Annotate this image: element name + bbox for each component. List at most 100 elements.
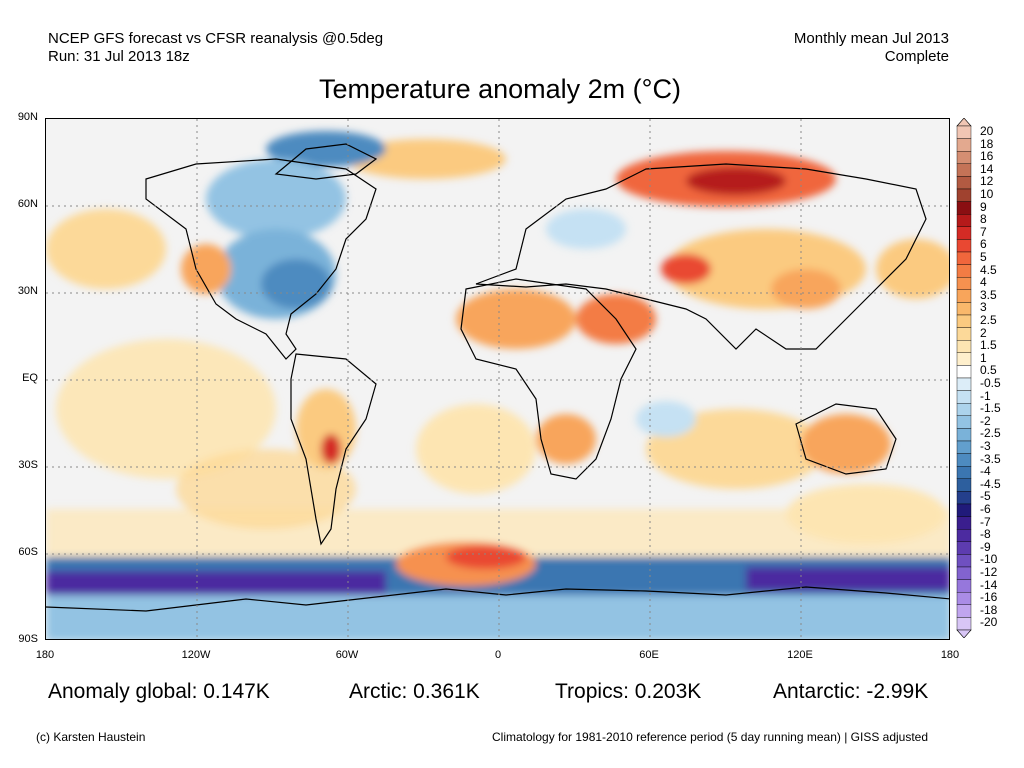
colorbar-label: 8 xyxy=(980,212,987,227)
colorbar-label: -2 xyxy=(980,413,991,428)
lon-label-120e: 120E xyxy=(787,649,813,661)
colorbar-label: -2.5 xyxy=(980,426,1001,441)
header-run-text: Run: 31 Jul 2013 18z xyxy=(48,48,190,65)
colorbar-label: -5 xyxy=(980,489,991,504)
colorbar-swatch xyxy=(956,592,972,606)
colorbar-label: -1.5 xyxy=(980,401,1001,416)
colorbar-swatch xyxy=(956,213,972,227)
colorbar-swatch xyxy=(956,251,972,265)
colorbar-swatch xyxy=(956,339,972,353)
australia-outline xyxy=(795,403,897,475)
colorbar-label: 10 xyxy=(980,187,994,201)
colorbar-label: 12 xyxy=(980,174,994,189)
colorbar-label: -7 xyxy=(980,514,991,529)
africa-outline xyxy=(460,278,637,480)
colorbar-label: 1.5 xyxy=(980,338,997,353)
lat-label-90s: 90S xyxy=(18,633,38,645)
colorbar-label: 1 xyxy=(980,350,987,365)
colorbar-swatch xyxy=(956,390,972,404)
colorbar-swatch xyxy=(956,604,972,618)
lon-label-60e: 60E xyxy=(639,649,659,661)
colorbar-swatch xyxy=(956,264,972,278)
colorbar-swatch xyxy=(956,188,972,202)
colorbar-swatch xyxy=(956,365,972,379)
colorbar-label: -6 xyxy=(980,502,991,516)
colorbar-swatch xyxy=(956,478,972,492)
colorbar-min-arrow xyxy=(956,629,972,638)
colorbar-swatch xyxy=(956,554,972,568)
colorbar xyxy=(956,118,972,638)
colorbar-swatch xyxy=(956,503,972,517)
colorbar-swatch xyxy=(956,138,972,152)
greenland-outline xyxy=(274,143,378,180)
colorbar-label: -0.5 xyxy=(980,376,1001,390)
colorbar-swatch xyxy=(956,516,972,530)
colorbar-swatch xyxy=(956,566,972,580)
colorbar-swatch xyxy=(956,201,972,215)
stat-arctic: Arctic: 0.361K xyxy=(349,680,480,703)
colorbar-label: -14 xyxy=(980,577,998,592)
lat-label-30s: 30S xyxy=(18,459,38,471)
footer-climatology-note: Climatology for 1981-2010 reference peri… xyxy=(492,730,929,744)
colorbar-swatch xyxy=(956,176,972,190)
antarctica-outline xyxy=(46,586,949,612)
colorbar-label: 2 xyxy=(980,325,987,340)
stat-antarctic: Antarctic: -2.99K xyxy=(773,680,929,703)
colorbar-label: 4 xyxy=(980,275,987,290)
anomaly-map-svg xyxy=(46,119,949,639)
colorbar-label: -10 xyxy=(980,552,998,567)
colorbar-swatch xyxy=(956,440,972,454)
colorbar-label: -8 xyxy=(980,527,991,542)
lat-label-60s: 60S xyxy=(18,546,38,558)
colorbar-swatch xyxy=(956,289,972,303)
colorbar-swatch xyxy=(956,314,972,328)
colorbar-max-arrow xyxy=(956,118,972,127)
colorbar-label: 2.5 xyxy=(980,313,997,327)
colorbar-label: -4.5 xyxy=(980,476,1001,491)
lon-label-180w: 180 xyxy=(35,649,55,661)
colorbar-label: 7 xyxy=(980,224,987,239)
lat-label-eq: EQ xyxy=(22,372,38,384)
colorbar-label: 3 xyxy=(980,300,987,315)
colorbar-label: -4 xyxy=(980,464,991,479)
colorbar-swatch xyxy=(956,466,972,480)
colorbar-swatch xyxy=(956,491,972,505)
colorbar-swatch xyxy=(956,226,972,240)
anomaly-field xyxy=(46,131,949,639)
colorbar-swatch xyxy=(956,302,972,316)
colorbar-swatch xyxy=(956,151,972,165)
lon-label-0: 0 xyxy=(494,649,502,661)
colorbar-swatch xyxy=(956,541,972,555)
colorbar-label: -3 xyxy=(980,439,991,453)
colorbar-label: 4.5 xyxy=(980,262,997,277)
colorbar-label: 9 xyxy=(980,199,987,214)
colorbar-label: -18 xyxy=(980,602,998,617)
colorbar-swatch xyxy=(956,327,972,341)
lat-label-60n: 60N xyxy=(17,198,38,210)
map-title: Temperature anomaly 2m (°C) xyxy=(319,74,681,104)
colorbar-label: -20 xyxy=(980,615,998,630)
colorbar-swatch xyxy=(956,617,972,631)
colorbar-label: -3.5 xyxy=(980,451,1001,466)
colorbar-label: 18 xyxy=(980,136,994,151)
colorbar-swatch xyxy=(956,163,972,177)
colorbar-label: 6 xyxy=(980,237,987,252)
colorbar-swatch xyxy=(956,352,972,366)
colorbar-label: 3.5 xyxy=(980,287,997,302)
header-status-text: Complete xyxy=(884,48,949,65)
colorbar-swatch xyxy=(956,428,972,442)
lon-label-120w: 120W xyxy=(181,649,211,661)
stat-tropics: Tropics: 0.203K xyxy=(555,680,702,703)
lon-label-60w: 60W xyxy=(335,649,359,661)
colorbar-swatch xyxy=(956,377,972,391)
colorbar-label: -16 xyxy=(980,590,998,605)
footer-credit: (c) Karsten Haustein xyxy=(36,730,146,744)
anomaly-map xyxy=(45,118,950,640)
colorbar-swatch xyxy=(956,453,972,467)
lat-label-90n: 90N xyxy=(17,111,38,123)
header-period-text: Monthly mean Jul 2013 xyxy=(793,30,949,47)
stat-global: Anomaly global: 0.147K xyxy=(48,680,270,703)
lat-label-30n: 30N xyxy=(17,285,38,297)
colorbar-label: 16 xyxy=(980,149,994,164)
colorbar-swatch xyxy=(956,403,972,417)
